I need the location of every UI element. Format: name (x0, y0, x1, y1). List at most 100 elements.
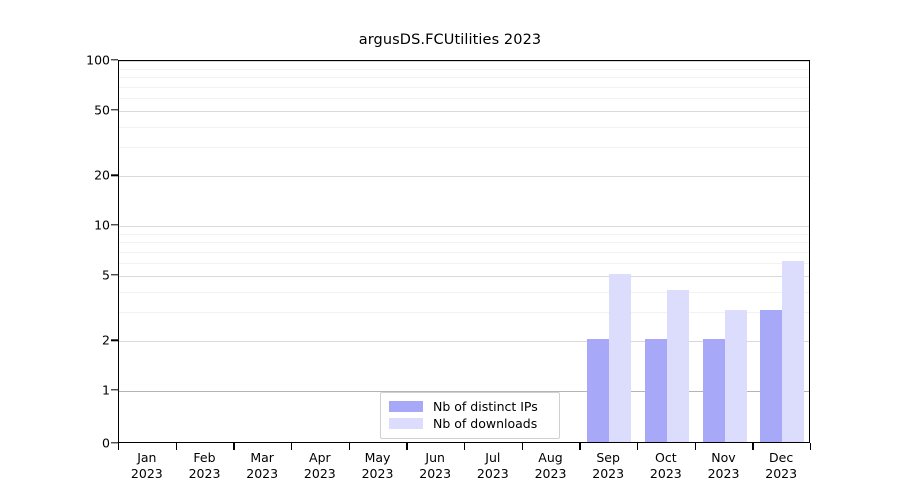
chart-title: argusDS.FCUtilities 2023 (358, 32, 542, 48)
x-tick-mark-dec (752, 443, 754, 450)
x-tick-mark-end (810, 443, 812, 450)
x-tick-mark-jul (464, 443, 466, 450)
x-tick-label-jul: Jul 2023 (477, 450, 509, 481)
x-tick-label-aug: Aug 2023 (535, 450, 567, 481)
gridline-major (119, 226, 809, 227)
x-tick-mark-feb (175, 443, 178, 450)
x-tick-year: 2023 (649, 465, 682, 481)
y-tick-label-100: 100 (86, 52, 110, 68)
x-tick-label-sep: Sep 2023 (592, 450, 624, 481)
y-tick-mark-100 (111, 59, 118, 61)
x-tick-month: Aug (538, 450, 563, 465)
x-tick-mark-sep (579, 443, 581, 450)
gridline-major (119, 110, 809, 112)
x-tick-month: May (364, 450, 391, 465)
bar-sep-distinct-ips (587, 339, 610, 442)
y-tick-mark-20 (111, 174, 118, 177)
y-tick-mark-5 (111, 273, 118, 276)
gridline-major (119, 176, 809, 178)
y-tick-mark-1 (111, 389, 118, 391)
x-tick-year: 2023 (707, 465, 740, 481)
x-tick-month: Jan (137, 450, 157, 465)
x-tick-label-oct: Oct 2023 (650, 450, 682, 481)
y-tick-label-2: 2 (102, 332, 110, 348)
y-tick-label-50: 50 (94, 102, 110, 118)
bar-dec-downloads (782, 260, 805, 442)
gridline-minor (119, 147, 809, 149)
bar-sep-downloads (609, 273, 632, 442)
x-tick-year: 2023 (188, 465, 221, 481)
y-tick-mark-2 (111, 339, 118, 342)
gridline-major (119, 61, 809, 62)
x-tick-year: 2023 (765, 465, 798, 481)
bar-nov-distinct-ips (702, 339, 725, 442)
gridline-baseline (119, 391, 809, 392)
x-tick-year: 2023 (419, 465, 452, 481)
x-tick-label-apr: Apr 2023 (304, 450, 336, 481)
x-tick-year: 2023 (476, 465, 509, 481)
x-tick-label-feb: Feb 2023 (189, 450, 221, 481)
bar-series-layer (119, 61, 809, 442)
legend-item-distinct-ips[interactable]: Nb of distinct IPs (389, 398, 551, 415)
y-tick-mark-50 (111, 108, 118, 111)
gridline-minor (119, 262, 809, 264)
x-tick-label-jun: Jun 2023 (419, 450, 451, 481)
bar-nov-downloads (724, 310, 747, 442)
x-tick-month: Feb (193, 450, 216, 465)
y-tick-label-20: 20 (94, 167, 110, 183)
gridline-minor (119, 291, 809, 293)
chart-legend: Nb of distinct IPs Nb of downloads (380, 392, 560, 439)
gridline-minor (119, 241, 809, 243)
x-tick-label-may: May 2023 (362, 450, 394, 481)
gridline-minor (119, 76, 809, 78)
x-tick-month: Sep (596, 450, 620, 465)
y-tick-label-0: 0 (102, 435, 110, 451)
bar-oct-distinct-ips (644, 339, 667, 442)
gridline-minor (119, 251, 809, 253)
x-tick-label-mar: Mar 2023 (246, 450, 278, 481)
x-tick-year: 2023 (592, 465, 625, 481)
x-tick-label-dec: Dec 2023 (765, 450, 797, 481)
legend-item-downloads[interactable]: Nb of downloads (389, 415, 551, 432)
bar-dec-distinct-ips (760, 310, 783, 442)
x-tick-mark-nov (694, 443, 697, 450)
x-tick-month: Oct (655, 450, 677, 465)
y-tick-label-10: 10 (94, 217, 110, 233)
x-tick-month: Mar (250, 450, 274, 465)
y-axis-labels: 0 1 2 5 10 20 50 100 (44, 0, 110, 500)
plot-area (118, 60, 810, 443)
bar-oct-downloads (666, 289, 689, 442)
y-tick-mark-0 (111, 442, 118, 444)
gridline-major (119, 275, 809, 277)
x-tick-year: 2023 (361, 465, 394, 481)
x-tick-mark-oct (637, 443, 639, 450)
gridline-minor (119, 312, 809, 314)
x-tick-mark-jun (406, 443, 408, 450)
x-tick-month: Jun (425, 450, 445, 465)
gridline-minor (119, 86, 809, 88)
legend-label: Nb of downloads (433, 416, 538, 431)
x-tick-month: Apr (309, 450, 331, 465)
x-tick-year: 2023 (246, 465, 279, 481)
gridline-minor (119, 126, 809, 128)
x-tick-mark-jan (118, 443, 120, 450)
x-tick-mark-may (348, 443, 351, 450)
x-tick-year: 2023 (303, 465, 336, 481)
x-tick-year: 2023 (534, 465, 567, 481)
y-tick-label-5: 5 (102, 267, 110, 283)
y-tick-mark-10 (111, 224, 118, 226)
x-tick-mark-mar (233, 443, 235, 450)
grid-lines (119, 61, 809, 442)
y-tick-label-1: 1 (102, 382, 110, 398)
legend-swatch-distinct-ips (389, 401, 423, 412)
x-tick-label-jan: Jan 2023 (131, 450, 163, 481)
x-tick-month: Nov (711, 450, 736, 465)
x-tick-month: Dec (769, 450, 794, 465)
gridline-major (119, 341, 809, 343)
gridline-minor (119, 233, 809, 235)
legend-label: Nb of distinct IPs (433, 399, 538, 414)
gridline-minor (119, 97, 809, 99)
x-tick-mark-aug (521, 443, 524, 450)
x-tick-year: 2023 (130, 465, 163, 481)
